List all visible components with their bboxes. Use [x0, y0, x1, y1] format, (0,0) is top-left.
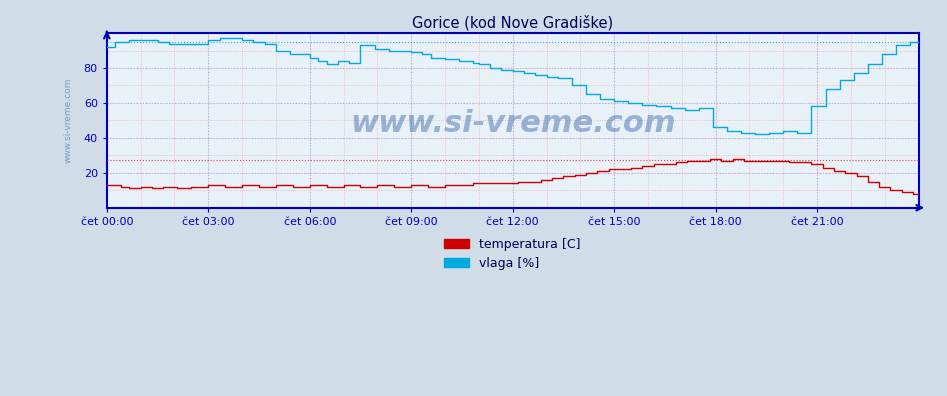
- Text: www.si-vreme.com: www.si-vreme.com: [63, 78, 72, 163]
- Legend: temperatura [C], vlaga [%]: temperatura [C], vlaga [%]: [439, 232, 586, 275]
- Title: Gorice (kod Nove Gradiške): Gorice (kod Nove Gradiške): [412, 15, 614, 30]
- Text: www.si-vreme.com: www.si-vreme.com: [349, 109, 675, 138]
